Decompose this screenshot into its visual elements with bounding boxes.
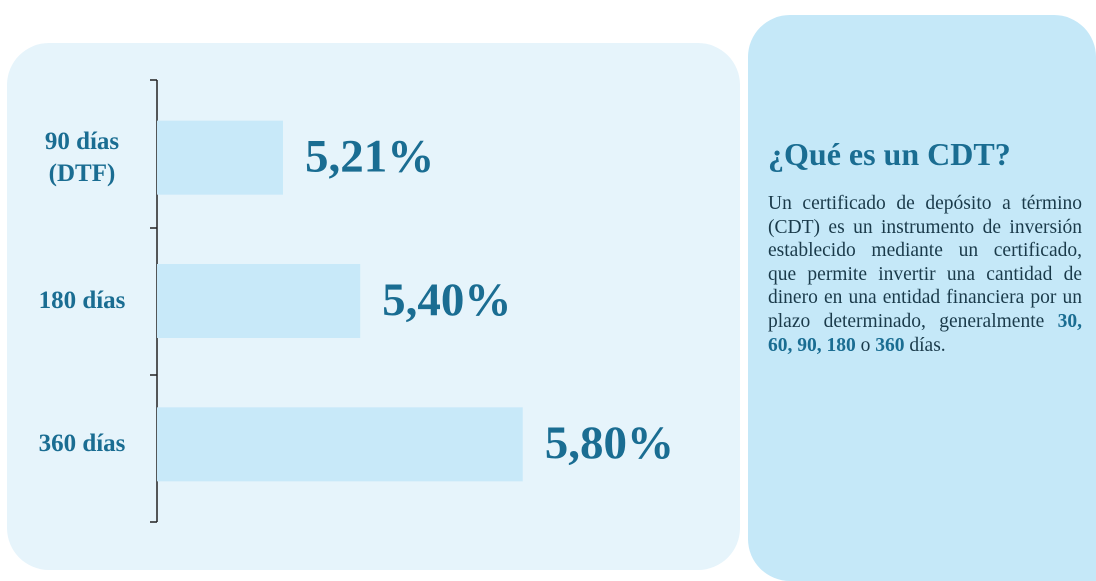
axis [150, 79, 158, 523]
chart-panel [7, 43, 740, 570]
info-panel [748, 15, 1096, 581]
text: o [860, 334, 871, 356]
panel-title: ¿Qué es un CDT? [768, 136, 1011, 172]
panel-text: Un certificado de depósito a término (CD… [768, 192, 1082, 357]
bold-text: 360 [875, 334, 905, 356]
category-label: 180 días [38, 287, 126, 314]
category-label: 90 días (DTF) [44, 127, 120, 187]
bar [157, 264, 361, 338]
category-label: 360 días [38, 430, 126, 458]
bar [157, 120, 283, 195]
bold-text: 30, 60, 90, 180 [768, 310, 1082, 356]
value-label: 5,21% [305, 130, 434, 182]
text: días. [909, 334, 946, 356]
text: Un certificado de depósito a término (CD… [768, 193, 1082, 332]
bar [157, 407, 523, 482]
value-label: 5,80% [545, 417, 674, 469]
value-label: 5,40% [382, 274, 511, 326]
